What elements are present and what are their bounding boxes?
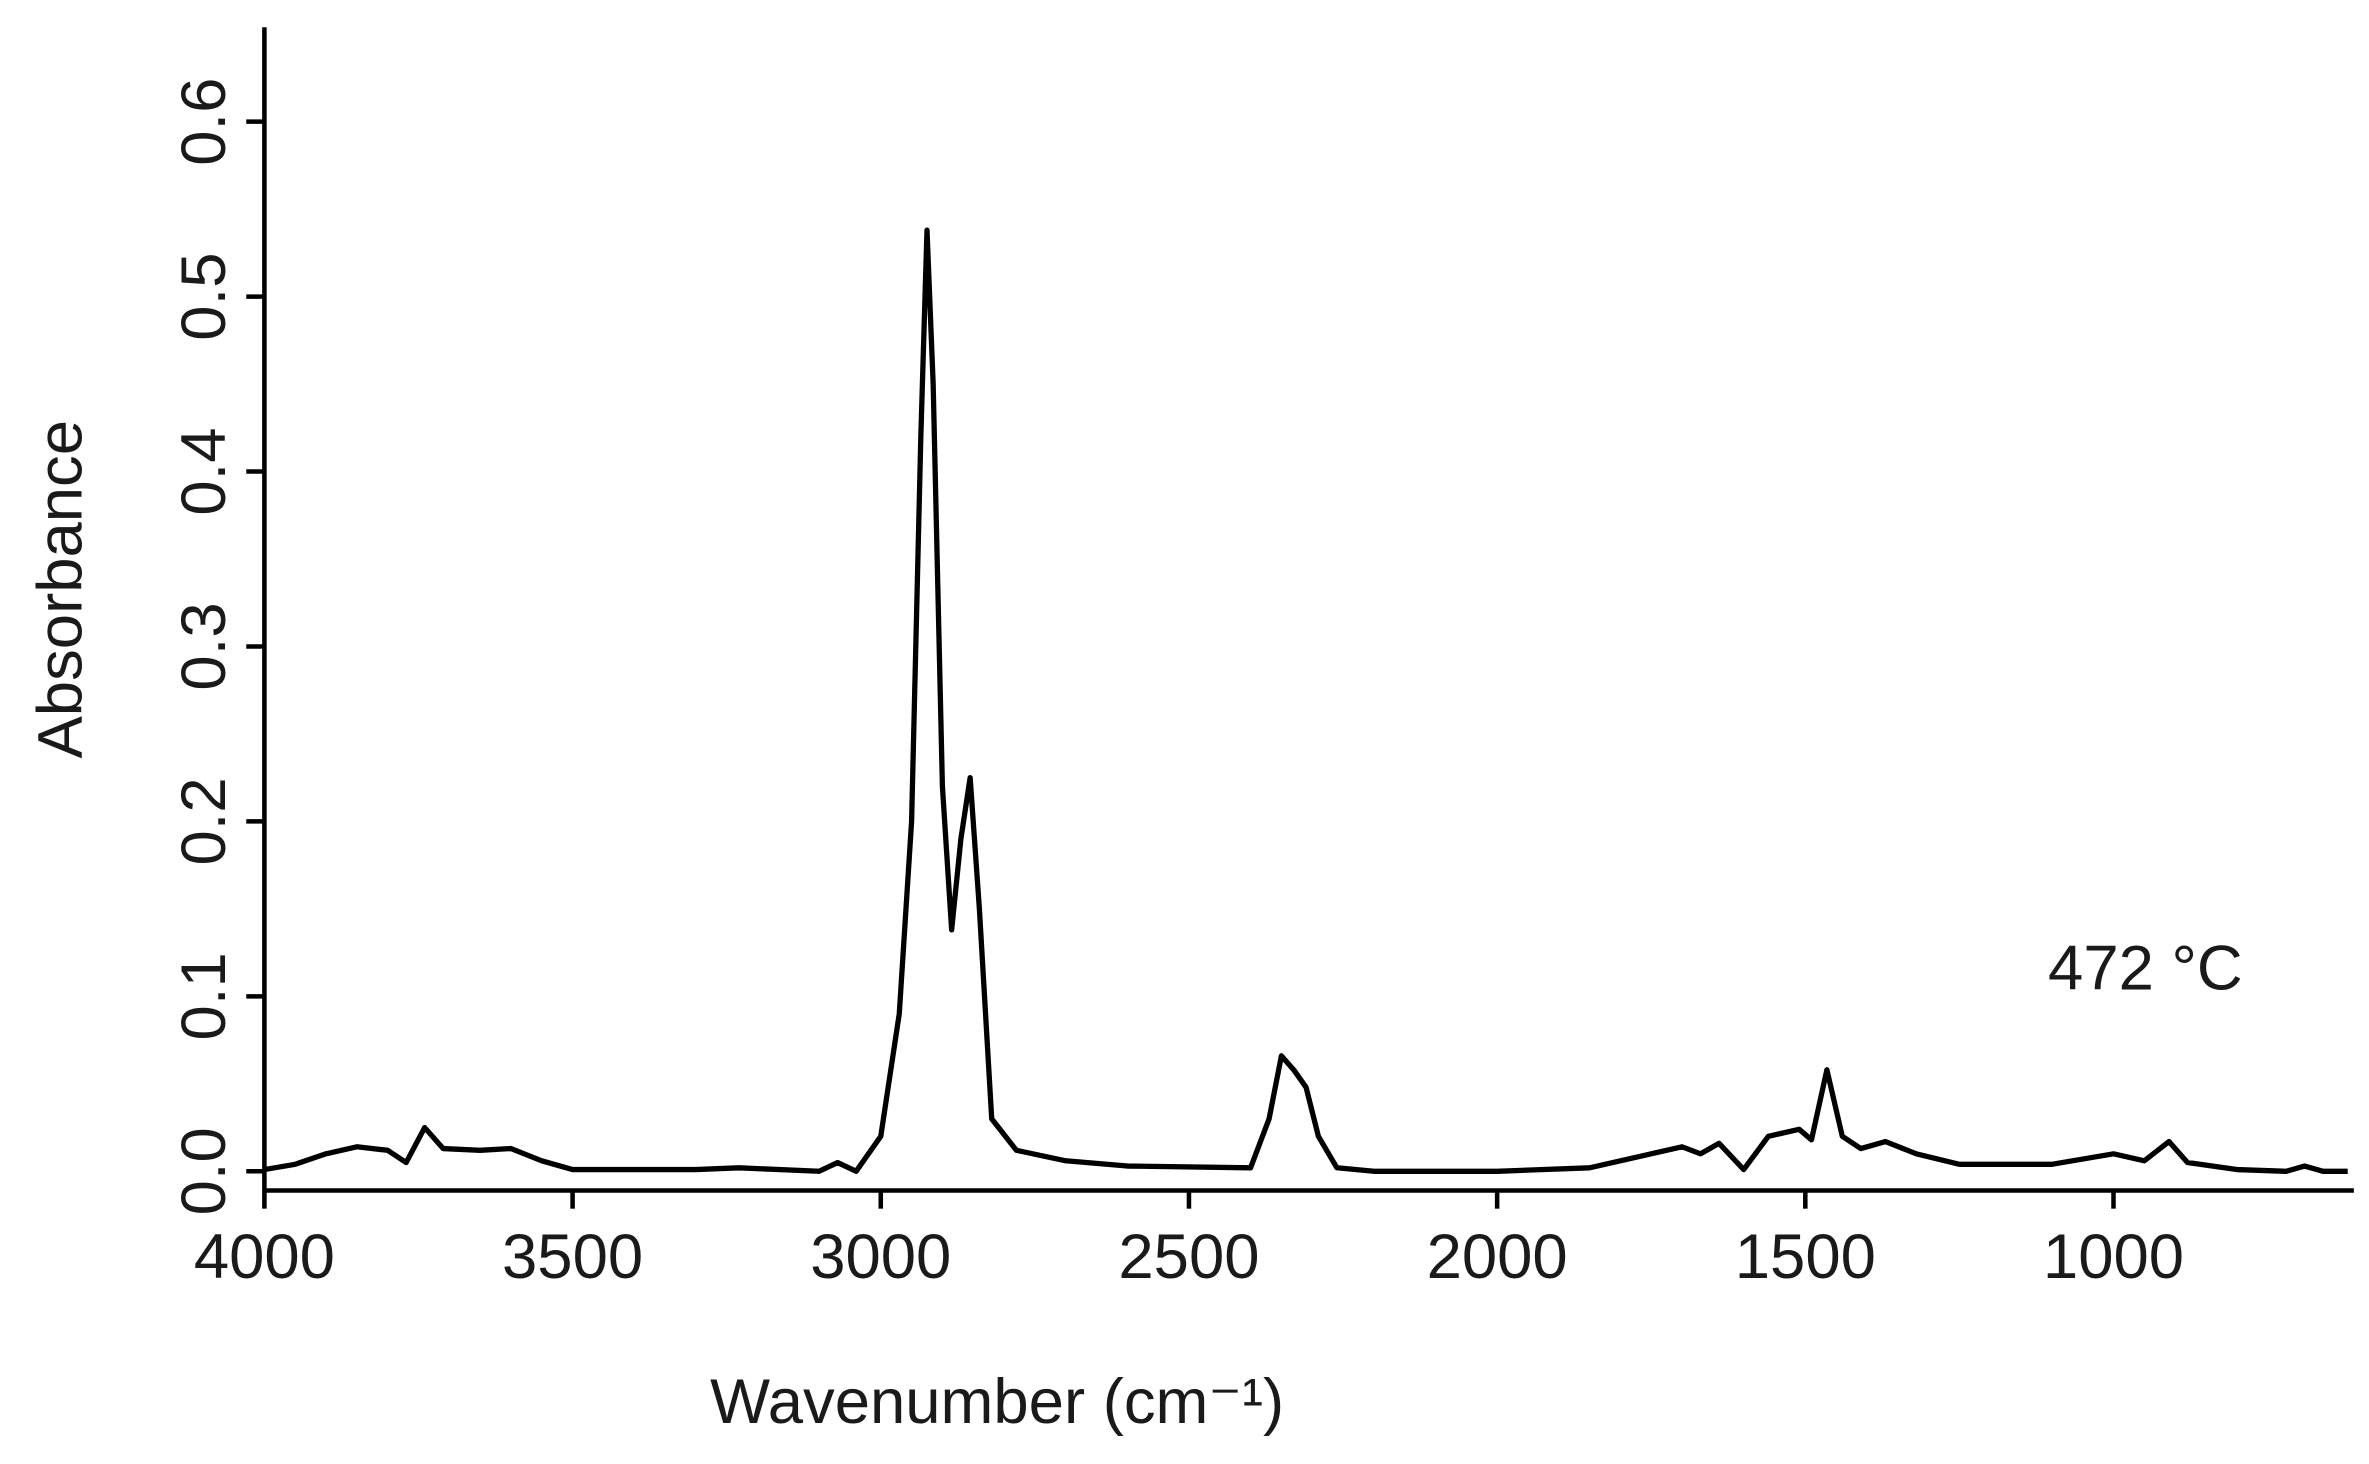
y-tick-label: 0.1 [169,952,239,1040]
y-tick-label: 0.0 [169,1127,239,1215]
y-tick-label: 0.5 [169,253,239,341]
annotation: 472 °C [2048,934,2243,1004]
y-axis-label: Absorbance [26,420,96,759]
x-tick-label: 1000 [2043,1222,2184,1292]
y-tick-label: 0.4 [169,427,239,515]
spectrum-line [263,227,2348,1174]
y-tick-label: 0.3 [169,602,239,690]
x-tick-label: 3500 [502,1222,643,1292]
y-tick-label: 0.6 [169,78,239,166]
x-axis-label: Wavenumber (cm⁻¹) [710,1367,1284,1437]
x-tick-label: 3000 [810,1222,951,1292]
y-tick-label: 0.2 [169,777,239,865]
x-tick-label: 2500 [1118,1222,1259,1292]
x-tick-label: 1500 [1735,1222,1876,1292]
x-tick-label: 2000 [1427,1222,1568,1292]
x-tick-label: 4000 [194,1222,335,1292]
